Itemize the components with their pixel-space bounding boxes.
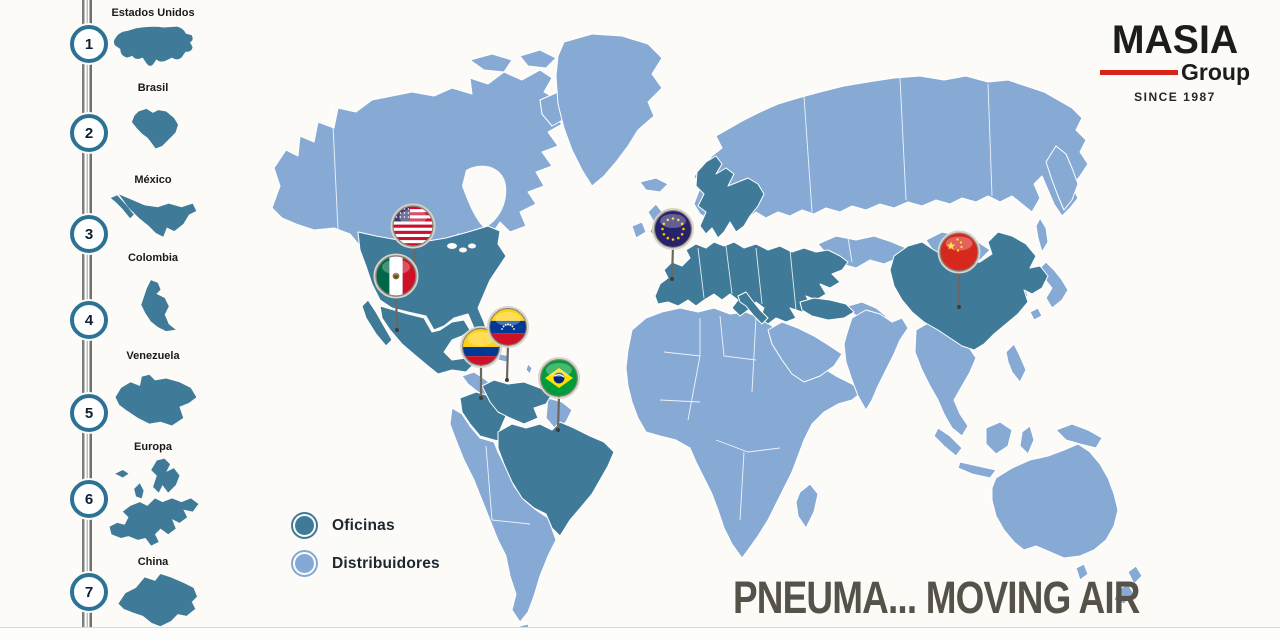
iceland	[639, 177, 669, 193]
number-label: 5	[84, 404, 94, 422]
country-borders	[331, 77, 993, 525]
japan-south	[1029, 307, 1043, 321]
baja-california	[361, 299, 393, 347]
pin-venezuela	[486, 305, 529, 382]
sidebar-label-mexico: México	[134, 174, 172, 186]
legend-offices: Oficinas	[291, 512, 395, 539]
madagascar	[795, 483, 819, 529]
legend-distributors-label: Distribuidores	[332, 554, 440, 572]
sidebar-number-7: 7	[70, 573, 108, 611]
borneo	[985, 421, 1013, 455]
sidebar-label-china: China	[137, 556, 169, 568]
sidebar-number-5: 5	[70, 394, 108, 432]
pin-colombia	[459, 325, 502, 400]
sidebar-label-europa: Europa	[134, 441, 172, 453]
number-label: 4	[84, 311, 94, 329]
sidebar-number-3: 3	[70, 215, 108, 253]
europe-silhouette	[109, 458, 199, 546]
sidebar-label-estados-unidos: Estados Unidos	[111, 7, 195, 19]
sidebar-number-6: 6	[70, 480, 108, 518]
sidebar-label-brasil: Brasil	[137, 82, 169, 94]
headline: PNEUMA... MOVING AIR	[733, 572, 1140, 623]
italy	[737, 291, 769, 325]
new-zealand-north	[1127, 565, 1143, 585]
office-marker-icon	[291, 512, 318, 539]
tasmania	[1075, 563, 1089, 581]
venezuela-silhouette	[115, 374, 197, 426]
brazil-flag	[540, 359, 578, 397]
java	[957, 461, 997, 479]
number-label: 6	[84, 490, 94, 508]
brazil	[497, 421, 615, 537]
mexico-silhouette	[110, 194, 197, 237]
new-zealand-south	[1113, 583, 1135, 605]
logo-title: MASIA	[1111, 18, 1239, 62]
logo-red-bar	[1100, 70, 1178, 75]
russia	[693, 75, 1089, 223]
number-label: 7	[84, 583, 94, 601]
greenland	[555, 33, 663, 187]
usa-silhouette	[113, 26, 193, 66]
pin-brazil	[538, 356, 581, 432]
pin-europe	[652, 207, 695, 281]
sidebar-number-1: 1	[70, 25, 108, 63]
logo-subtitle: Group	[1181, 59, 1250, 85]
legend-distributors: Distribuidores	[291, 550, 440, 577]
brazil-silhouette	[131, 108, 179, 149]
sidebar-number-2: 2	[70, 114, 108, 152]
antilles	[525, 363, 533, 375]
sakhalin	[1035, 217, 1049, 253]
philippines	[1005, 343, 1027, 383]
number-label: 3	[84, 225, 94, 243]
turkey	[799, 297, 855, 321]
ireland	[631, 221, 647, 239]
eu-flag	[654, 210, 692, 248]
legend-offices-label: Oficinas	[332, 516, 395, 534]
sulawesi	[1019, 425, 1035, 455]
colombia-silhouette	[141, 280, 176, 332]
number-label: 2	[84, 124, 94, 142]
arabia	[767, 321, 843, 383]
number-label: 1	[84, 35, 94, 53]
europe-mainland	[654, 241, 849, 325]
sumatra	[933, 427, 963, 457]
japan	[1039, 261, 1069, 309]
scandinavia	[695, 155, 765, 239]
china-silhouette	[118, 573, 198, 627]
arctic-island	[469, 53, 513, 73]
mexico-flag	[376, 256, 416, 296]
distributor-countries	[271, 33, 1143, 635]
arctic-island	[519, 49, 557, 69]
sidebar-number-4: 4	[70, 301, 108, 339]
pin-china	[937, 230, 981, 309]
india	[843, 309, 909, 411]
footer-strip	[0, 627, 1280, 640]
south-america-west	[449, 407, 557, 623]
sidebar-label-venezuela: Venezuela	[126, 350, 180, 362]
pin-mexico	[373, 253, 419, 332]
kamchatka	[1045, 145, 1079, 211]
mexico	[379, 305, 475, 375]
map-pins	[373, 203, 981, 432]
great-lakes	[447, 243, 476, 253]
venezuela	[481, 379, 553, 425]
sidebar-label-colombia: Colombia	[127, 252, 179, 264]
logo-tagline: SINCE 1987	[1134, 90, 1216, 104]
distributor-marker-icon	[291, 550, 318, 577]
australia	[991, 443, 1119, 559]
masia-group-logo: MASIA Group SINCE 1987	[1100, 20, 1250, 104]
new-guinea	[1055, 423, 1103, 449]
china-flag	[940, 233, 978, 271]
